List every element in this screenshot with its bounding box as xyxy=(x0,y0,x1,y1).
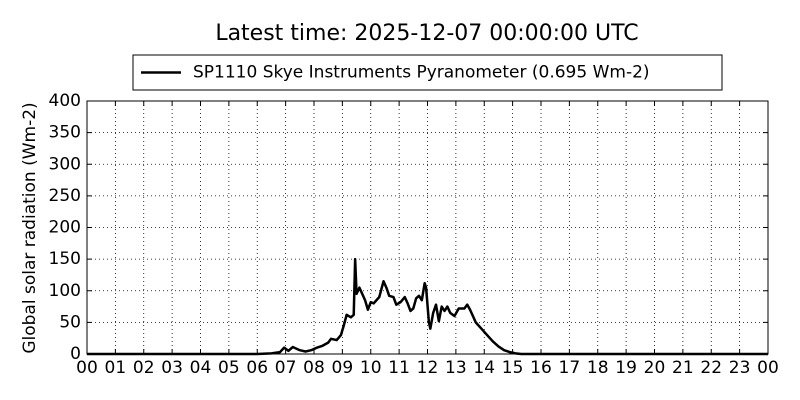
y-tick-label: 0 xyxy=(70,344,81,364)
x-tick-label: 11 xyxy=(388,358,410,378)
x-tick-label: 14 xyxy=(473,358,495,378)
x-tick-label: 07 xyxy=(275,358,297,378)
y-tick-label: 150 xyxy=(49,249,81,269)
x-tick-label: 19 xyxy=(615,358,637,378)
x-tick-label: 02 xyxy=(133,358,155,378)
x-tick-label: 00 xyxy=(757,358,779,378)
x-tick-label: 09 xyxy=(332,358,354,378)
y-tick-label: 50 xyxy=(59,312,81,332)
x-tick-label: 10 xyxy=(360,358,382,378)
plot-frame xyxy=(86,100,769,355)
x-tick-label: 16 xyxy=(530,358,552,378)
x-tick-label: 13 xyxy=(445,358,467,378)
y-tick-label: 250 xyxy=(49,186,81,206)
x-tick-label: 22 xyxy=(700,358,722,378)
x-tick-label: 20 xyxy=(644,358,666,378)
y-tick-label: 400 xyxy=(49,91,81,111)
x-tick-label: 18 xyxy=(587,358,609,378)
x-tick-label: 06 xyxy=(246,358,268,378)
x-tick-label: 21 xyxy=(672,358,694,378)
x-tick-label: 23 xyxy=(729,358,751,378)
x-tick-label: 08 xyxy=(303,358,325,378)
y-axis-label: Global solar radiation (Wm-2) xyxy=(20,102,40,353)
legend-box xyxy=(132,54,723,91)
x-tick-label: 12 xyxy=(417,358,439,378)
chart-title: Latest time: 2025-12-07 00:00:00 UTC xyxy=(215,21,638,46)
y-tick-label: 300 xyxy=(49,154,81,174)
x-tick-label: 15 xyxy=(502,358,524,378)
y-tick-label: 200 xyxy=(49,218,81,238)
legend-label: SP1110 Skye Instruments Pyranometer (0.6… xyxy=(193,63,650,83)
x-tick-label: 00 xyxy=(76,358,98,378)
x-tick-label: 01 xyxy=(105,358,127,378)
x-tick-label: 03 xyxy=(161,358,183,378)
x-tick-label: 17 xyxy=(559,358,581,378)
x-tick-label: 04 xyxy=(190,358,212,378)
y-tick-label: 350 xyxy=(49,123,81,143)
x-tick-label: 05 xyxy=(218,358,240,378)
data-line xyxy=(87,257,768,356)
y-tick-label: 100 xyxy=(49,281,81,301)
